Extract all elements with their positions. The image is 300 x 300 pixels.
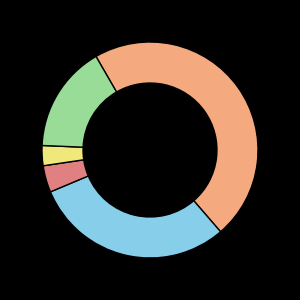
Wedge shape bbox=[42, 146, 84, 166]
Wedge shape bbox=[96, 42, 258, 232]
Wedge shape bbox=[50, 176, 220, 258]
Wedge shape bbox=[42, 56, 116, 147]
Wedge shape bbox=[43, 160, 88, 192]
